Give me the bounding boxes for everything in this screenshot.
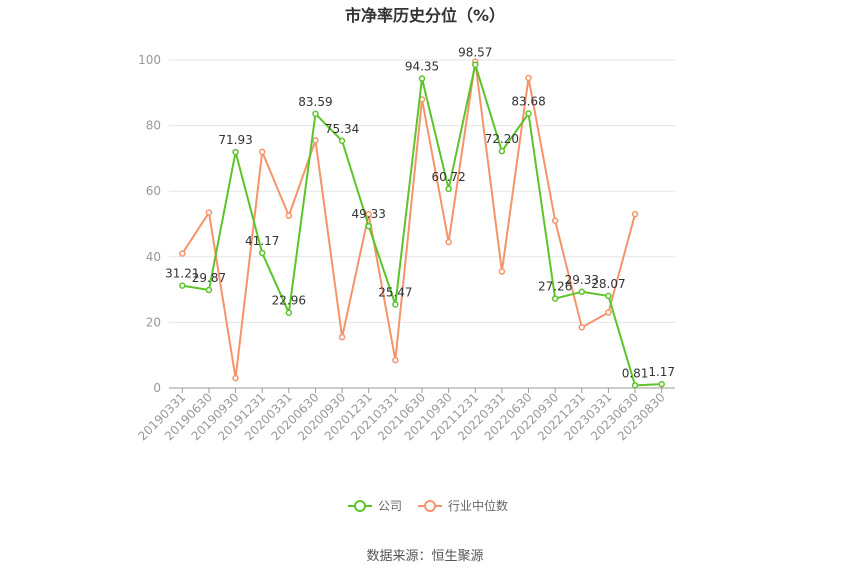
legend-marker bbox=[354, 500, 366, 512]
data-label: 29.33 bbox=[565, 273, 599, 287]
data-point[interactable] bbox=[179, 250, 186, 257]
data-point[interactable] bbox=[392, 356, 399, 364]
x-axis: 2019033120190630201909302019123120200331… bbox=[135, 387, 675, 443]
data-point[interactable] bbox=[578, 324, 586, 331]
data-point[interactable] bbox=[631, 210, 639, 218]
data-point[interactable] bbox=[658, 380, 665, 388]
y-tick-label: 20 bbox=[146, 315, 161, 329]
data-point[interactable] bbox=[445, 185, 452, 193]
series-layer bbox=[179, 58, 665, 389]
data-point[interactable] bbox=[525, 74, 532, 82]
data-point[interactable] bbox=[258, 148, 266, 156]
y-axis: 0 20 40 60 80 100 bbox=[138, 53, 161, 395]
data-point[interactable] bbox=[498, 147, 506, 155]
data-point[interactable] bbox=[418, 75, 426, 82]
data-label: 83.68 bbox=[511, 95, 545, 109]
data-label: 1.17 bbox=[648, 365, 675, 379]
chart-title: 市净率历史分位（%） bbox=[345, 6, 505, 25]
y-tick-label: 60 bbox=[146, 184, 161, 198]
data-point[interactable] bbox=[285, 212, 293, 220]
data-label: 49.33 bbox=[352, 207, 386, 221]
series-line bbox=[182, 63, 662, 387]
data-point[interactable] bbox=[631, 382, 639, 389]
legend-item-1[interactable]: 行业中位数 bbox=[418, 498, 508, 513]
data-label: 72.20 bbox=[485, 132, 519, 146]
data-point[interactable] bbox=[498, 268, 506, 275]
series-line bbox=[181, 60, 637, 380]
data-label: 60.72 bbox=[431, 170, 465, 184]
data-point[interactable] bbox=[551, 295, 559, 302]
data-point[interactable] bbox=[205, 286, 213, 294]
data-point[interactable] bbox=[551, 217, 559, 224]
legend[interactable]: 公司 行业中位数 bbox=[348, 498, 508, 513]
data-point[interactable] bbox=[205, 209, 213, 216]
data-label: 28.07 bbox=[591, 277, 625, 291]
data-point[interactable] bbox=[605, 309, 612, 316]
data-point[interactable] bbox=[445, 238, 452, 246]
data-label: 0.81 bbox=[622, 366, 649, 380]
legend-item-0[interactable]: 公司 bbox=[348, 499, 402, 513]
data-point[interactable] bbox=[179, 282, 186, 289]
series-0 bbox=[179, 61, 665, 389]
data-point[interactable] bbox=[365, 222, 372, 230]
data-label: 25.47 bbox=[378, 285, 412, 299]
data-point[interactable] bbox=[338, 333, 346, 341]
data-label: 94.35 bbox=[405, 60, 439, 74]
data-point[interactable] bbox=[312, 137, 319, 144]
series-1 bbox=[179, 58, 639, 382]
data-label: 83.59 bbox=[298, 95, 332, 109]
data-point[interactable] bbox=[365, 210, 372, 218]
data-point[interactable] bbox=[578, 288, 586, 296]
data-label: 27.26 bbox=[538, 280, 572, 294]
data-point[interactable] bbox=[285, 309, 293, 316]
data-label: 22.96 bbox=[272, 294, 306, 308]
data-point[interactable] bbox=[392, 301, 399, 308]
legend-label: 行业中位数 bbox=[448, 498, 508, 513]
data-label: 41.17 bbox=[245, 234, 279, 248]
data-point[interactable] bbox=[232, 374, 239, 382]
data-label: 75.34 bbox=[325, 122, 359, 136]
data-point[interactable] bbox=[312, 110, 319, 118]
data-point[interactable] bbox=[258, 249, 266, 257]
data-label: 29.87 bbox=[192, 271, 226, 285]
y-tick-label: 40 bbox=[146, 250, 161, 264]
data-point[interactable] bbox=[525, 110, 532, 117]
legend-label: 公司 bbox=[378, 499, 402, 513]
y-tick-label: 0 bbox=[153, 381, 161, 395]
data-label: 71.93 bbox=[218, 133, 252, 147]
data-label: 98.57 bbox=[458, 46, 492, 60]
y-tick-label: 100 bbox=[138, 53, 161, 67]
data-point[interactable] bbox=[232, 148, 239, 156]
y-tick-label: 80 bbox=[146, 119, 161, 133]
data-point[interactable] bbox=[338, 137, 346, 145]
data-point[interactable] bbox=[472, 61, 479, 68]
legend-marker bbox=[424, 500, 436, 512]
source-note: 数据来源：恒生聚源 bbox=[366, 549, 483, 564]
data-label: 31.21 bbox=[165, 267, 199, 281]
data-point[interactable] bbox=[605, 292, 612, 300]
